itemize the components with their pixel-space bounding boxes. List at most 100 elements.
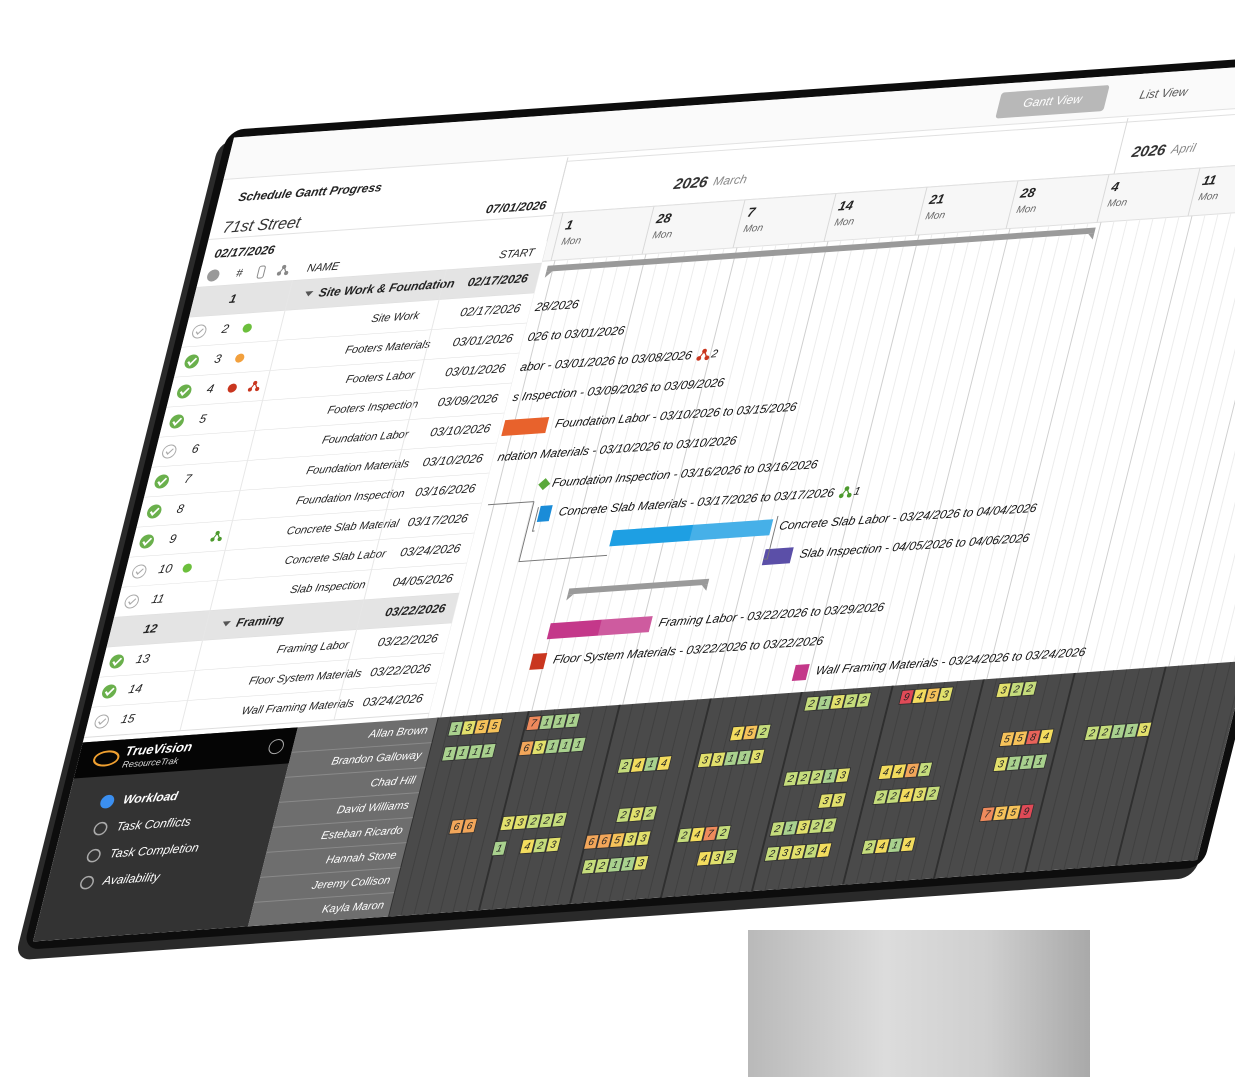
workload-cell — [742, 724, 759, 741]
workload-grid-line — [1167, 662, 1219, 863]
workload-cell — [924, 785, 941, 802]
grid-line — [1012, 220, 1128, 678]
task-bar — [791, 664, 810, 682]
workload-cell — [748, 748, 766, 765]
day-weekday: Mon — [742, 223, 764, 235]
workload-cell — [803, 695, 820, 712]
column-divider — [247, 430, 256, 461]
workload-cell — [441, 745, 458, 762]
nav-radio[interactable] — [80, 875, 95, 890]
workload-grid-line — [478, 711, 530, 911]
tab-active[interactable] — [995, 85, 1110, 119]
grid-line — [700, 242, 816, 700]
workload-value: 1 — [471, 747, 479, 758]
workload-value: 5 — [613, 835, 622, 846]
workload-grid-line — [985, 675, 1037, 875]
column-header: START — [498, 247, 537, 261]
row-number: 14 — [127, 682, 144, 697]
resource-name: Jeremy Collison — [309, 875, 391, 892]
nav-radio[interactable] — [86, 848, 101, 863]
workload-cell — [877, 764, 895, 781]
workload-grid-line — [959, 677, 1011, 877]
workload-value: 2 — [799, 773, 809, 784]
logo: TrueVision — [124, 739, 194, 758]
workload-cell — [715, 824, 732, 841]
workload-cell — [709, 751, 727, 768]
day-separator — [1096, 174, 1110, 223]
task-bar-progress — [597, 616, 653, 636]
workload-value: 1 — [542, 717, 550, 728]
row-start: 02/17/2026 — [459, 301, 523, 319]
column-divider — [239, 460, 248, 491]
nav-radio[interactable] — [93, 821, 108, 836]
workload-cell — [782, 770, 800, 787]
workload-value: 3 — [753, 752, 762, 763]
grid-line — [804, 234, 920, 692]
bar-label: s Inspection - 03/09/2026 to 03/09/2026 — [511, 375, 726, 404]
resource-icon — [212, 532, 221, 540]
nav-radio[interactable] — [100, 794, 115, 809]
workload-value: 2 — [541, 816, 551, 827]
task-bar — [529, 652, 548, 670]
day-number: 1 — [564, 217, 575, 232]
workload-cell — [531, 739, 548, 756]
workload-cell — [557, 737, 574, 754]
row-start: 03/22/2026 — [384, 601, 448, 619]
day-separator — [550, 212, 564, 261]
grid-line — [1168, 209, 1235, 667]
menu-button[interactable] — [268, 739, 286, 755]
day-row — [541, 155, 1235, 262]
workload-value: 4 — [915, 691, 924, 702]
column-header: NAME — [306, 261, 341, 275]
workload-value: 2 — [758, 727, 768, 738]
check — [142, 537, 153, 547]
workload-cell — [1109, 723, 1127, 740]
workload-grid-line — [1037, 672, 1089, 872]
grid-line — [843, 232, 959, 690]
workload-value: 4 — [733, 729, 742, 740]
grid-line — [453, 259, 569, 717]
workload-value: 2 — [858, 695, 868, 706]
status-done — [177, 384, 192, 399]
workload-cell — [992, 805, 1009, 822]
table-row — [99, 623, 452, 678]
row-number: 2 — [219, 322, 230, 336]
column-divider — [363, 569, 372, 600]
workload-grid-line — [673, 697, 725, 897]
row-number: 13 — [135, 652, 152, 667]
workload-cell — [1021, 680, 1038, 697]
grid-line — [778, 236, 894, 694]
workload-cell — [821, 817, 838, 834]
workload-cell — [992, 756, 1010, 772]
workload-value: 2 — [864, 842, 874, 853]
table-row — [166, 353, 519, 408]
workload-cell — [551, 713, 568, 730]
grid-line — [739, 239, 855, 697]
table-row — [144, 443, 497, 498]
row-number: 10 — [157, 562, 174, 577]
workload-value: 1 — [555, 716, 563, 727]
workload-value: 3 — [839, 770, 848, 781]
workload-cell — [641, 805, 658, 822]
grid-line — [1220, 205, 1235, 663]
grid-line — [518, 254, 634, 712]
workload-value: 3 — [464, 723, 473, 734]
workload-value: 2 — [1100, 727, 1110, 738]
grid-line — [1051, 217, 1167, 675]
workload-cell — [619, 856, 637, 872]
resource-divider — [278, 792, 420, 803]
table-row — [174, 323, 527, 378]
workload-cell — [829, 694, 846, 710]
check — [187, 357, 198, 367]
workload-cell — [551, 811, 568, 828]
workload-grid-line — [920, 680, 972, 880]
collapse-arrow — [223, 621, 231, 627]
workload-cell — [855, 692, 872, 708]
workload-value: 2 — [618, 810, 628, 821]
workload-value: 3 — [794, 847, 803, 858]
workload-value: 3 — [626, 834, 635, 845]
workload-value: 1 — [445, 749, 453, 760]
workload-cell — [924, 687, 941, 704]
row-start: 03/16/2026 — [414, 481, 478, 499]
title: Schedule Gantt Progress — [237, 180, 384, 204]
